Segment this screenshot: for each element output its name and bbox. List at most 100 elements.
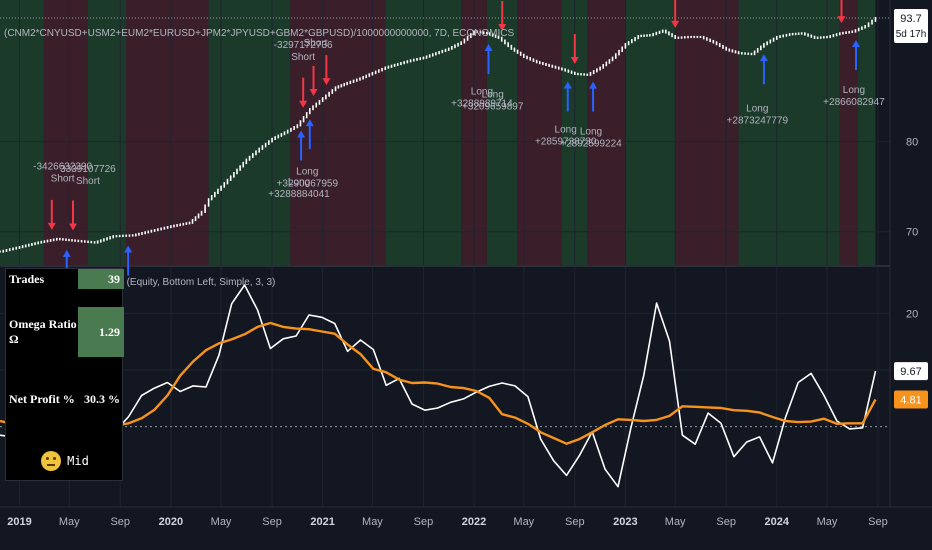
trade-side-label: +2892599224 — [560, 139, 622, 150]
stats-label: Net Profit % — [9, 391, 75, 406]
x-axis-ticks: 2019 May Sep 2020 May Sep 2021 May Sep 2022 May Sep… — [7, 516, 888, 528]
bull-zone — [486, 0, 518, 266]
trade-amount-label: Long — [288, 177, 310, 188]
bull-zone — [0, 0, 44, 266]
x-tick-label: Sep — [565, 516, 585, 528]
short-arrow-head-icon — [322, 78, 331, 86]
short-arrow-head-icon — [498, 24, 507, 32]
short-arrow-head-icon — [837, 16, 846, 24]
bull-zone — [738, 0, 840, 266]
trade-side-label: Short — [291, 52, 315, 63]
bear-zone — [587, 0, 626, 266]
trade-side-label: +2859738730 — [535, 137, 597, 148]
x-tick-label: Sep — [868, 516, 888, 528]
bull-zone — [625, 0, 676, 266]
short-arrow-head-icon — [299, 100, 308, 108]
symbol-title: (CNM2*CNYUSD+USM2+EUM2*EURUSD+JPM2*JPYUS… — [4, 28, 515, 39]
indicator-series[interactable] — [0, 284, 890, 488]
y-tick-label: 70 — [906, 227, 918, 239]
long-arrow-head-icon — [851, 39, 860, 47]
stats-row-omega: Omega Ratio Ω 1.29 — [6, 307, 124, 357]
x-tick-label: Sep — [414, 516, 434, 528]
stats-label: Omega Ratio Ω — [9, 317, 77, 346]
long-arrow-head-icon — [124, 245, 133, 253]
growth-line — [0, 284, 877, 488]
x-tick-label: May — [362, 516, 383, 528]
bull-zone — [858, 0, 876, 266]
short-arrow-head-icon — [570, 56, 579, 64]
trade-amount-label: 3339107726 — [60, 164, 116, 175]
short-arrow-head-icon — [47, 222, 56, 230]
trade-amount-label: Long — [843, 85, 865, 96]
stats-label: Trades — [9, 271, 45, 286]
x-tick-label: May — [817, 516, 838, 528]
trade-amount-label: Long — [296, 166, 318, 177]
stats-value: 39 — [78, 269, 124, 289]
last-price-badge — [894, 9, 928, 44]
short-arrow-head-icon — [68, 223, 77, 231]
stats-table: Trades 39 Omega Ratio Ω 1.29 Net Profit … — [5, 268, 124, 481]
long-arrow-head-icon — [563, 81, 572, 89]
bear-zone — [290, 0, 386, 266]
trade-amount-label: Long — [471, 87, 493, 98]
long-arrow-head-icon — [589, 81, 598, 89]
x-tick-label: Sep — [110, 516, 130, 528]
trade-side-label: Short — [304, 38, 328, 49]
y-tick-label: 20 — [906, 308, 918, 320]
stats-row-net-profit: Net Profit % 30.3 % — [6, 361, 124, 437]
trade-amount-label: Long — [746, 103, 768, 114]
trend-zones — [0, 0, 876, 266]
trade-amount-label: Long — [482, 90, 504, 101]
x-tick-label: May — [665, 516, 686, 528]
long-arrow-head-icon — [297, 130, 306, 138]
bear-zone — [839, 0, 859, 266]
trade-side-label: Short — [76, 176, 100, 187]
last-indicator-label: 9.67 — [900, 366, 921, 378]
rating-text: Mid — [67, 454, 89, 468]
trade-side-label: +3290067959 — [277, 178, 339, 189]
bear-zone — [517, 0, 562, 266]
stats-row-trades: Trades 39 — [6, 269, 124, 289]
stats-value: 1.29 — [78, 307, 124, 357]
price-series[interactable] — [0, 16, 890, 253]
x-tick-label: Sep — [716, 516, 736, 528]
last-indicator-label: 4.81 — [900, 394, 921, 406]
bear-zone — [126, 0, 209, 266]
trade-side-label: +2866082947 — [823, 97, 885, 108]
short-arrow-head-icon — [309, 88, 318, 96]
countdown-label: 5d 17h — [896, 29, 927, 40]
x-tick-label: 2023 — [613, 516, 637, 528]
trade-side-label: +3209659897 — [462, 102, 524, 113]
x-tick-label: May — [513, 516, 534, 528]
trade-amount-label: Long — [580, 127, 602, 138]
last-price-label: 93.7 — [900, 13, 921, 25]
trade-labels: -3426632390Short3339107726Short-32971727… — [33, 38, 885, 200]
growth-average-line — [0, 321, 877, 445]
x-tick-label: 2020 — [159, 516, 183, 528]
trade-amount-label: -3297172736 — [274, 40, 333, 51]
long-arrow-head-icon — [759, 54, 768, 62]
trade-amount-label: Long — [555, 125, 577, 136]
x-tick-label: 2024 — [765, 516, 790, 528]
bull-zone — [87, 0, 127, 266]
last-indicator-badge — [894, 390, 928, 409]
x-tick-label: 2019 — [7, 516, 31, 528]
bull-zone — [208, 0, 291, 266]
long-arrow-head-icon — [62, 249, 71, 257]
last-indicator-badge — [894, 362, 928, 381]
x-tick-label: May — [211, 516, 232, 528]
trade-side-label: Short — [51, 174, 75, 185]
x-tick-label: May — [59, 516, 80, 528]
last-value-labels: 93.7 5d 17h 9.67 4.81 — [894, 9, 928, 409]
trade-side-label: +2873247779 — [727, 115, 789, 126]
long-arrow-head-icon — [484, 44, 493, 52]
trade-side-label: +3288989714 — [451, 99, 513, 110]
trade-amount-label: -3426632390 — [33, 162, 92, 173]
indicator-title: CBC Weekly Growth in GL (Equity, Bottom … — [6, 277, 275, 288]
stats-value: 30.3 % — [84, 391, 120, 406]
short-arrow-head-icon — [671, 20, 680, 28]
neutral-face-icon — [41, 451, 62, 471]
trade-side-label: +3288884041 — [268, 189, 330, 200]
x-tick-label: Sep — [262, 516, 282, 528]
